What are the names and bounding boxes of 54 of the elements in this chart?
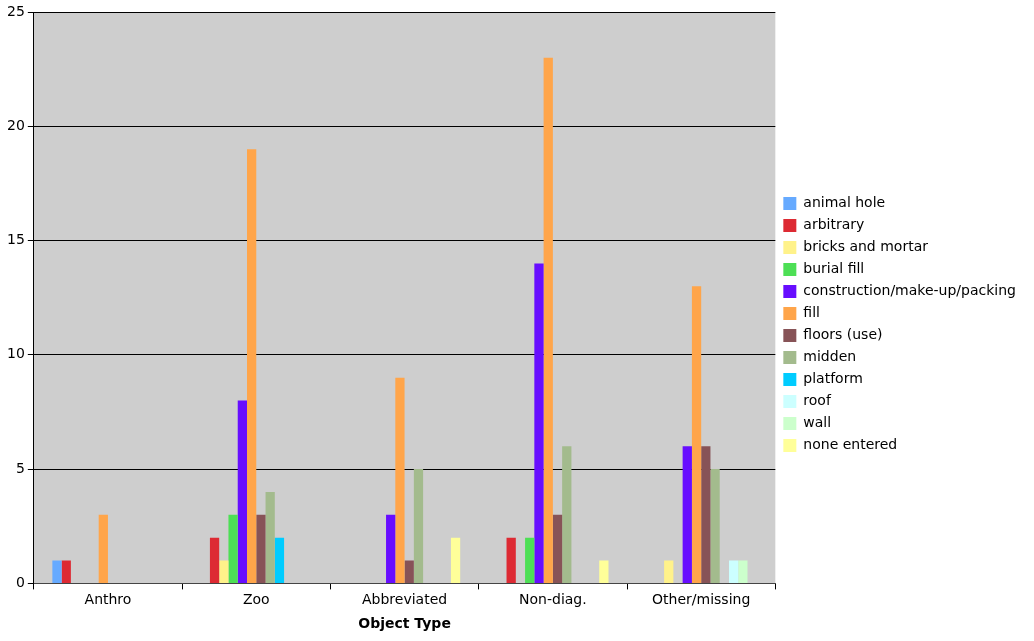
bar xyxy=(237,400,247,583)
bar xyxy=(534,263,544,583)
bar xyxy=(682,446,692,583)
bar xyxy=(274,537,285,583)
y-tick-label: 0 xyxy=(15,574,25,591)
bar xyxy=(710,469,720,583)
bar xyxy=(543,57,553,583)
y-tick-label: 25 xyxy=(6,2,25,19)
bar xyxy=(738,560,748,583)
legend-label: burial fill xyxy=(803,260,865,277)
x-tick-label: Non-diag. xyxy=(519,591,587,608)
x-tick-label: Anthro xyxy=(84,591,132,608)
bar xyxy=(228,514,238,583)
bar xyxy=(219,560,229,583)
x-tick-label: Abbreviated xyxy=(362,591,448,608)
bar xyxy=(413,469,424,583)
legend-label: construction/make-up/packing xyxy=(803,282,1017,299)
y-tick-label: 15 xyxy=(6,231,25,248)
bar xyxy=(562,446,572,583)
legend-label: midden xyxy=(803,348,857,365)
bar xyxy=(52,560,62,583)
x-tick-label: Other/missing xyxy=(652,591,751,608)
y-tick-label: 5 xyxy=(15,459,25,476)
legend-label: none entered xyxy=(803,436,898,453)
bar xyxy=(395,377,405,583)
bar xyxy=(247,149,257,583)
y-tick-label: 20 xyxy=(6,116,25,133)
legend-label: wall xyxy=(803,414,832,431)
bar xyxy=(691,286,702,583)
legend-label: platform xyxy=(803,370,863,387)
bar xyxy=(265,491,275,583)
bar xyxy=(404,560,414,583)
y-tick-label: 10 xyxy=(6,345,25,362)
bar xyxy=(98,514,108,583)
bar xyxy=(552,514,563,583)
bar xyxy=(450,537,461,583)
legend-label: arbitrary xyxy=(803,216,865,233)
legend-label: fill xyxy=(803,304,820,321)
legend-label: bricks and mortar xyxy=(803,238,929,255)
bar xyxy=(599,560,609,583)
bar xyxy=(506,537,516,583)
bar xyxy=(525,537,535,583)
bar xyxy=(664,560,674,583)
legend-label: floors (use) xyxy=(803,326,883,343)
bar xyxy=(256,514,266,583)
legend-label: animal hole xyxy=(803,194,886,211)
bar xyxy=(61,560,71,583)
bar xyxy=(209,537,220,583)
bar xyxy=(386,514,396,583)
x-axis-title: Object Type xyxy=(358,615,451,632)
bar xyxy=(728,560,739,583)
x-tick-label: Zoo xyxy=(242,591,270,608)
bar xyxy=(701,446,711,583)
legend-label: roof xyxy=(803,392,832,409)
